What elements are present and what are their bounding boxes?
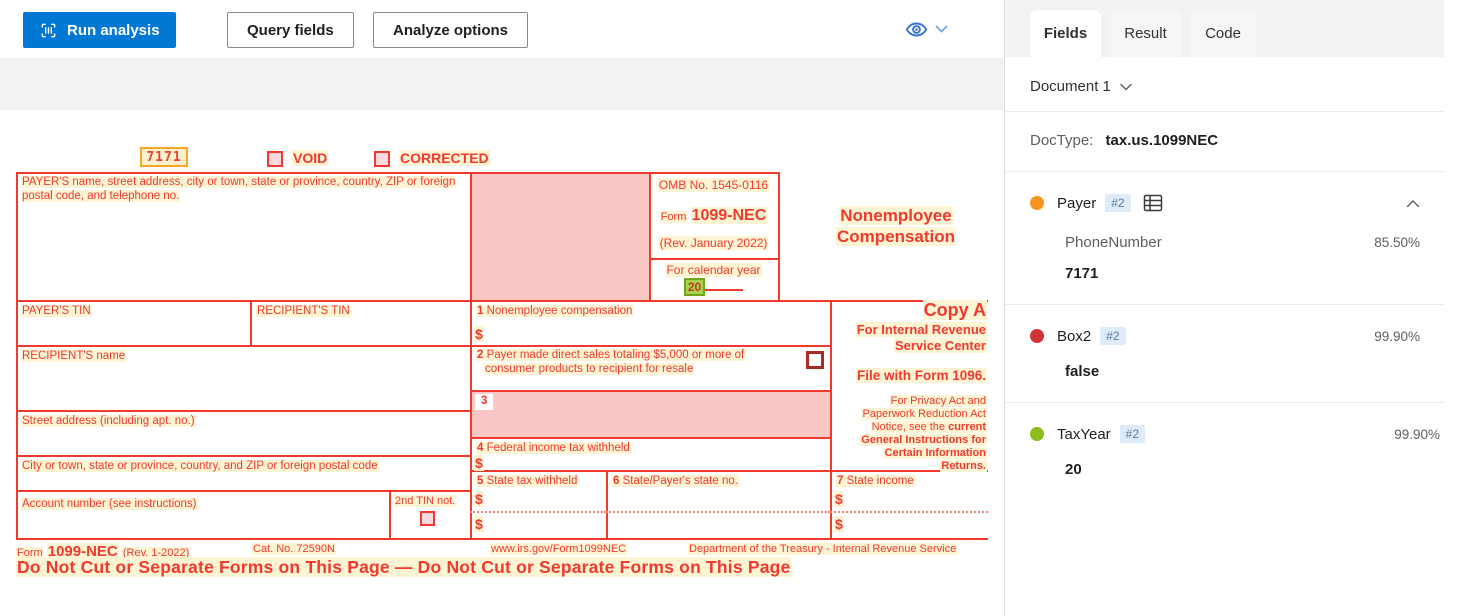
blank-pink-area: [470, 172, 651, 302]
tab-code[interactable]: Code: [1190, 10, 1256, 57]
field-item-box2: Box2 #2 99.90% false: [1005, 305, 1444, 403]
box4-label: 4 Federal income tax withheld: [476, 442, 631, 454]
corrected-checkbox: [374, 151, 390, 167]
irs-url: www.irs.gov/Form1099NEC: [490, 543, 628, 555]
box5-dollar-2: $: [474, 516, 484, 532]
payers-tin-label: PAYER'S TIN: [21, 305, 92, 317]
box7-label: 7 State income: [836, 475, 915, 487]
doctype-value: tax.us.1099NEC: [1105, 132, 1219, 149]
run-analysis-label: Run analysis: [67, 21, 160, 39]
run-analysis-button[interactable]: Run analysis: [23, 12, 176, 48]
table-view-icon[interactable]: [1143, 194, 1163, 212]
form-title: Nonemployee Compensation: [835, 206, 957, 246]
field-value-taxyear[interactable]: 20: [1065, 461, 1082, 478]
catalog-number: Cat. No. 72590N: [252, 543, 336, 555]
field-color-dot: [1030, 427, 1044, 441]
field-item-payer: Payer #2 PhoneNumber 85.50% 7171: [1005, 172, 1444, 305]
corrected-label: CORRECTED: [399, 150, 490, 166]
field-name: Box2: [1057, 327, 1092, 345]
occurrence-badge: #2: [1119, 425, 1146, 443]
field-value-box2[interactable]: false: [1065, 363, 1100, 380]
box1-dollar: $: [474, 326, 484, 342]
phonenumber-field-value: 7171: [146, 149, 182, 165]
field-name: Payer: [1057, 194, 1097, 212]
box1-label: 1 Nonemployee compensation: [476, 305, 634, 317]
query-fields-label: Query fields: [247, 21, 334, 39]
box4-dollar: $: [474, 455, 484, 471]
phonenumber-field-highlight[interactable]: 7171: [140, 147, 188, 167]
field-value-phonenumber[interactable]: 7171: [1065, 265, 1099, 282]
tab-fields[interactable]: Fields: [1030, 10, 1101, 57]
panel-tabstrip: Fields Result Code: [1005, 0, 1444, 57]
query-fields-button[interactable]: Query fields: [227, 12, 354, 48]
revision-label: (Rev. January 2022): [658, 236, 769, 250]
copy-a-block: Copy A For Internal Revenue Service Cente…: [834, 300, 987, 473]
field-header-box2[interactable]: Box2 #2 99.90%: [1005, 305, 1444, 351]
confidence-value: 99.90%: [1394, 426, 1440, 442]
box5-label: 5 State tax withheld: [476, 475, 579, 487]
void-label: VOID: [292, 150, 329, 166]
payer-info-label: PAYER'S name, street address, city or to…: [21, 176, 457, 202]
document-viewer: Run analysis Query fields Analyze option…: [0, 0, 1004, 605]
chevron-up-icon[interactable]: [1406, 199, 1420, 208]
do-not-cut-banner: Do Not Cut or Separate Forms on This Pag…: [16, 557, 792, 577]
box2-field-highlight[interactable]: [806, 351, 824, 369]
void-checkbox: [267, 151, 283, 167]
scan-icon: [39, 21, 58, 40]
omb-number-label: OMB No. 1545-0116: [657, 178, 770, 192]
taxyear-field-highlight[interactable]: 20: [683, 278, 706, 296]
calendar-year-label: For calendar year: [665, 263, 762, 277]
preview-visibility-control[interactable]: [905, 21, 948, 38]
field-header-taxyear[interactable]: TaxYear #2 99.90%: [1005, 403, 1464, 449]
box6-label: 6 State/Payer's state no.: [612, 475, 739, 487]
privacy-notice: For Privacy Act and Paperwork Reduction …: [860, 395, 987, 472]
eye-icon[interactable]: [905, 21, 928, 38]
box7-dollar-2: $: [834, 516, 844, 532]
box3-label: 3: [475, 394, 494, 410]
field-item-taxyear: TaxYear #2 99.90% 20: [1005, 403, 1464, 500]
analyze-options-label: Analyze options: [393, 21, 509, 39]
calendar-year-value: 20: [649, 278, 778, 296]
analyze-options-button[interactable]: Analyze options: [373, 12, 529, 48]
confidence-value: 99.90%: [1374, 328, 1420, 344]
confidence-value: 85.50%: [1374, 235, 1420, 250]
doctype-label: DocType:: [1030, 132, 1094, 149]
box2-label: 2 Payer made direct sales totaling $5,00…: [476, 349, 746, 375]
form-number-label: Form 1099-NEC: [659, 207, 768, 224]
doctype-row: DocType: tax.us.1099NEC: [1005, 112, 1464, 171]
form-1099nec-preview: 7171 VOID CORRECTED PAYER'S name, street…: [16, 145, 988, 605]
recipients-tin-label: RECIPIENT'S TIN: [256, 305, 351, 317]
subfield-name: PhoneNumber: [1065, 234, 1162, 251]
field-color-dot: [1030, 196, 1044, 210]
fields-tab-content: Document 1 DocType: tax.us.1099NEC Payer…: [1005, 57, 1464, 500]
occurrence-badge: #2: [1105, 194, 1131, 212]
copy-a-title: Copy A: [922, 300, 987, 320]
city-label: City or town, state or province, country…: [21, 460, 379, 472]
treasury-label: Department of the Treasury - Internal Re…: [688, 543, 958, 555]
account-number-label: Account number (see instructions): [21, 498, 198, 510]
field-header-payer[interactable]: Payer #2: [1005, 172, 1444, 218]
chevron-down-icon[interactable]: [935, 25, 948, 34]
subfield-row-phonenumber[interactable]: PhoneNumber 85.50%: [1005, 218, 1444, 253]
document-selector[interactable]: Document 1: [1005, 57, 1464, 111]
results-panel: Fields Result Code Document 1 DocType: t…: [1004, 0, 1464, 616]
street-address-label: Street address (including apt. no.): [21, 415, 196, 427]
box5-dollar-1: $: [474, 491, 484, 507]
second-tin-label: 2nd TIN not.: [394, 495, 457, 507]
box3-pink-area: [470, 390, 832, 439]
file-with-label: File with Form 1096.: [855, 368, 987, 383]
chevron-down-icon: [1120, 83, 1132, 91]
viewer-header-strip: [0, 58, 1004, 110]
field-color-dot: [1030, 329, 1044, 343]
recipients-name-label: RECIPIENT'S name: [21, 350, 127, 362]
form-footer: Form 1099-NEC (Rev. 1-2022): [16, 543, 191, 560]
tab-result[interactable]: Result: [1109, 10, 1182, 57]
box7-dollar-1: $: [834, 491, 844, 507]
field-name: TaxYear: [1057, 425, 1111, 443]
occurrence-badge: #2: [1100, 327, 1126, 345]
analysis-toolbar: Run analysis Query fields Analyze option…: [0, 0, 1004, 58]
second-tin-checkbox: [420, 511, 435, 526]
